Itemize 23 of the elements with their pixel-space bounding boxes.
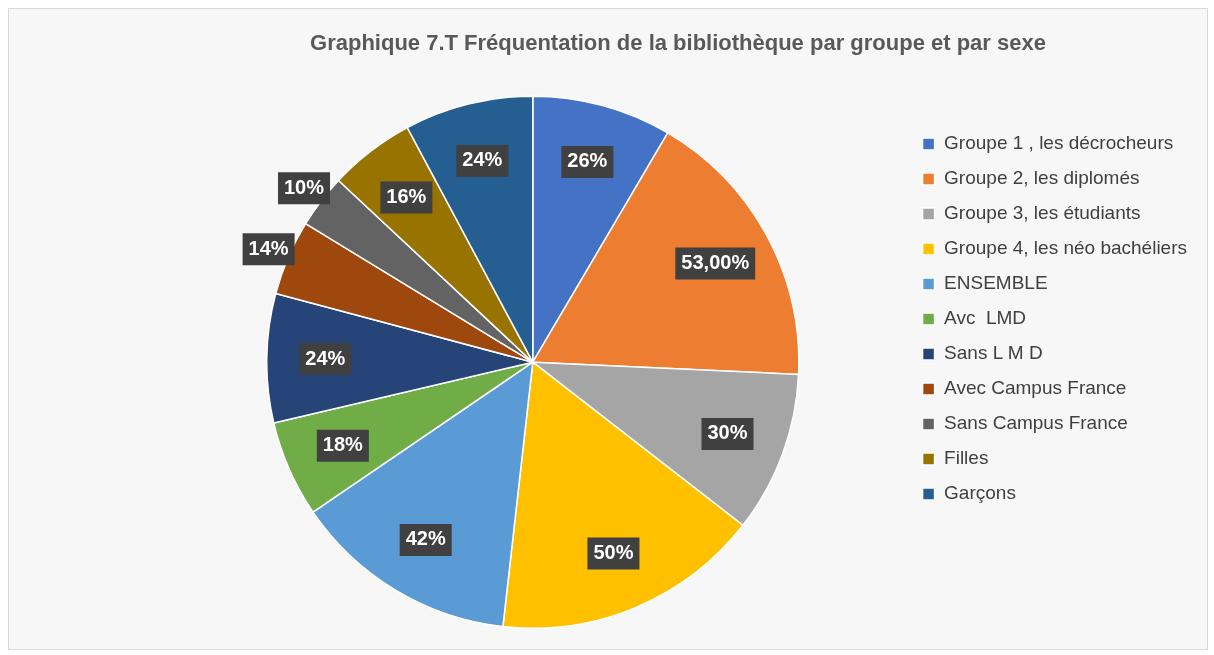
data-label: 53,00% (681, 250, 750, 273)
legend-label: Filles (944, 447, 989, 469)
data-label: 10% (284, 175, 325, 198)
data-label: 14% (248, 236, 289, 259)
chart-title: Graphique 7.T Fréquentation de la bibliothèque par groupe et par sexe (310, 30, 1046, 56)
legend-label: Garçons (944, 482, 1016, 504)
data-label: 26% (567, 149, 608, 172)
data-label: 24% (462, 148, 503, 171)
legend-label: Groupe 3, les étudiants (944, 202, 1141, 224)
legend-label: Sans Campus France (944, 412, 1128, 434)
data-label: 24% (305, 346, 346, 369)
legend-label: Sans L M D (944, 342, 1043, 364)
data-label: 16% (386, 185, 427, 208)
data-label: 50% (593, 540, 634, 563)
legend-label: Avec Campus France (944, 377, 1127, 399)
legend-label: ENSEMBLE (944, 272, 1048, 294)
legend-label: Avc LMD (944, 307, 1027, 329)
legend-label: Groupe 4, les néo bachéliers (944, 237, 1188, 259)
legend-label: Groupe 1 , les décrocheurs (944, 132, 1174, 154)
data-label: 18% (322, 433, 364, 456)
legend-label: Groupe 2, les diplomés (944, 167, 1140, 189)
data-label: 42% (405, 527, 446, 550)
data-label: 30% (707, 421, 748, 444)
